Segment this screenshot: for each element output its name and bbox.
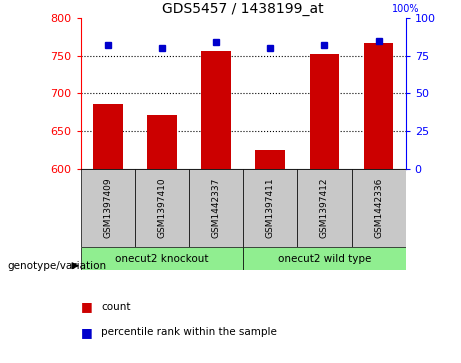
Text: ■: ■ [81, 300, 92, 313]
Bar [201, 50, 231, 169]
Bar [189, 169, 243, 247]
Bar [243, 247, 406, 270]
Text: 100%: 100% [392, 4, 420, 14]
Bar [309, 54, 339, 169]
Text: GSM1442336: GSM1442336 [374, 178, 383, 238]
Text: count: count [101, 302, 131, 312]
Text: genotype/variation: genotype/variation [7, 261, 106, 271]
Text: onecut2 knockout: onecut2 knockout [115, 254, 209, 264]
Bar [81, 247, 243, 270]
Text: GSM1442337: GSM1442337 [212, 178, 221, 238]
Text: percentile rank within the sample: percentile rank within the sample [101, 327, 278, 337]
Bar [135, 169, 189, 247]
Bar [93, 104, 123, 169]
Text: GSM1397410: GSM1397410 [157, 178, 166, 238]
Bar [147, 115, 177, 169]
Text: GSM1397409: GSM1397409 [103, 178, 112, 238]
Bar [297, 169, 351, 247]
Bar [255, 150, 285, 169]
Bar [351, 169, 406, 247]
Bar [364, 43, 394, 169]
Text: GSM1397412: GSM1397412 [320, 178, 329, 238]
Text: GSM1397411: GSM1397411 [266, 178, 275, 238]
Text: ■: ■ [81, 326, 92, 339]
Bar [243, 169, 297, 247]
Bar [81, 169, 135, 247]
Text: onecut2 wild type: onecut2 wild type [278, 254, 371, 264]
Title: GDS5457 / 1438199_at: GDS5457 / 1438199_at [162, 2, 324, 16]
